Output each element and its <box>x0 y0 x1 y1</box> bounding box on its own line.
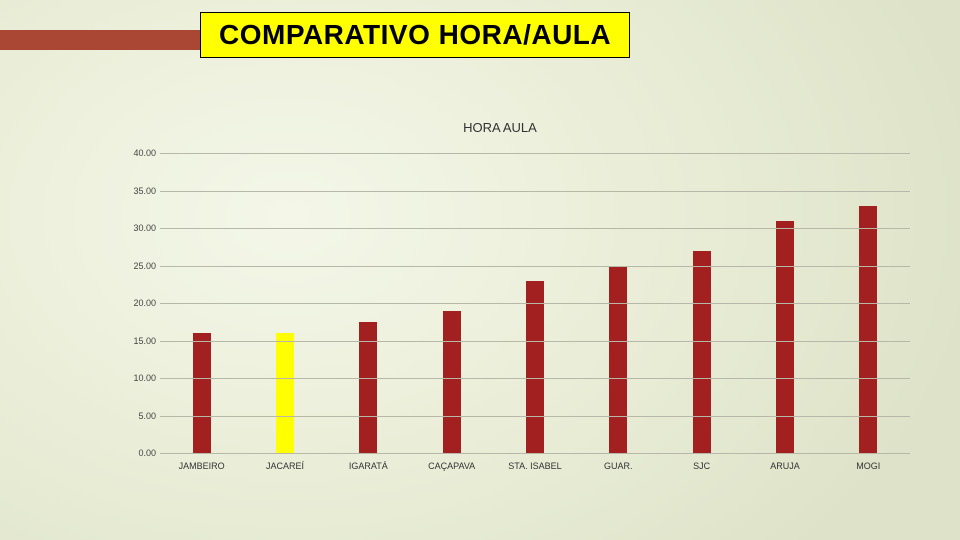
x-axis-label: IGARATÁ <box>327 461 410 471</box>
y-axis-label: 20.00 <box>126 298 156 308</box>
gridline <box>160 303 910 304</box>
gridline <box>160 228 910 229</box>
x-axis-label: GUAR. <box>577 461 660 471</box>
y-axis-label: 30.00 <box>126 223 156 233</box>
bar <box>776 221 794 454</box>
bar <box>193 333 211 453</box>
bar <box>443 311 461 454</box>
x-axis-label: MOGI <box>827 461 910 471</box>
bar <box>693 251 711 454</box>
gridline <box>160 153 910 154</box>
bar <box>609 266 627 454</box>
gridline <box>160 341 910 342</box>
accent-bar <box>0 30 210 50</box>
page-title: COMPARATIVO HORA/AULA <box>200 12 630 58</box>
gridline <box>160 266 910 267</box>
chart-title: HORA AULA <box>120 120 920 135</box>
x-axis-label: JACAREÍ <box>243 461 326 471</box>
bar <box>276 333 294 453</box>
y-axis-label: 5.00 <box>126 411 156 421</box>
x-axis-label: SJC <box>660 461 743 471</box>
chart-container: HORA AULA JAMBEIROJACAREÍIGARATÁCAÇAPAVA… <box>120 120 920 500</box>
bar <box>526 281 544 454</box>
gridline <box>160 453 910 454</box>
x-axis-label: ARUJA <box>743 461 826 471</box>
x-axis-label: CAÇAPAVA <box>410 461 493 471</box>
y-axis-label: 25.00 <box>126 261 156 271</box>
x-axis-label: JAMBEIRO <box>160 461 243 471</box>
gridline <box>160 191 910 192</box>
gridline <box>160 378 910 379</box>
y-axis-label: 35.00 <box>126 186 156 196</box>
page-title-text: COMPARATIVO HORA/AULA <box>219 19 611 50</box>
x-axis-labels: JAMBEIROJACAREÍIGARATÁCAÇAPAVASTA. ISABE… <box>160 461 910 471</box>
y-axis-label: 15.00 <box>126 336 156 346</box>
y-axis-label: 40.00 <box>126 148 156 158</box>
y-axis-label: 0.00 <box>126 448 156 458</box>
chart-plot-area: JAMBEIROJACAREÍIGARATÁCAÇAPAVASTA. ISABE… <box>130 153 910 453</box>
y-axis-label: 10.00 <box>126 373 156 383</box>
x-axis-label: STA. ISABEL <box>493 461 576 471</box>
gridline <box>160 416 910 417</box>
